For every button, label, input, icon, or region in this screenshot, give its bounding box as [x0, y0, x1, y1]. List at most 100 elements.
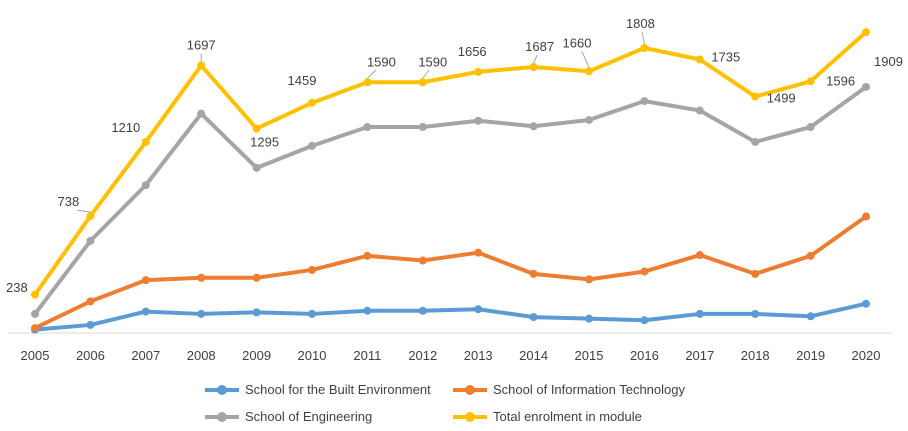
data-point [585, 275, 593, 284]
series-layer [31, 28, 870, 334]
data-point [141, 276, 150, 285]
data-point [806, 123, 815, 132]
x-tick-label: 2013 [464, 348, 493, 363]
x-tick-label: 2011 [353, 348, 381, 363]
data-point [197, 309, 206, 318]
data-label-leader [533, 54, 538, 64]
data-label: 1590 [418, 54, 447, 69]
data-point [529, 313, 538, 322]
data-point [86, 320, 95, 329]
axis-layer: 2005 2006 2007 2008 2009 2010 2011 2012 2013 2014… [8, 332, 892, 363]
data-point [308, 309, 316, 318]
data-point [751, 92, 760, 101]
data-point [141, 181, 150, 190]
x-tick-label: 2005 [21, 348, 50, 363]
series-line [33, 84, 868, 316]
x-tick-label: 2006 [76, 348, 105, 363]
data-label-leader [581, 51, 590, 68]
legend-label-engineering: School of Engineering [245, 409, 373, 424]
x-tick-label: 2019 [796, 348, 825, 363]
data-label-layer: 238 738 1210 1697 1295 1459 1590 1590 1656 1687 16… [6, 16, 903, 295]
legend-label-built-environment: School for the Built Environment [245, 382, 431, 397]
data-point [862, 299, 870, 308]
data-point [751, 137, 760, 146]
legend-item-total-enrolment: Total enrolment in module [453, 409, 642, 424]
line-chart: 2005 2006 2007 2008 2009 2010 2011 2012 2013 2014… [6, 16, 903, 363]
x-tick-label: 2018 [741, 348, 770, 363]
data-point [474, 248, 483, 257]
data-point [529, 122, 538, 131]
data-label: 1210 [111, 120, 140, 135]
data-point [806, 312, 815, 321]
data-point [585, 67, 593, 76]
legend-label-information-technology: School of Information Technology [493, 382, 685, 397]
data-point [862, 212, 870, 221]
data-label: 238 [6, 280, 28, 295]
data-label-leader [641, 31, 645, 45]
data-point [363, 123, 372, 132]
data-point [529, 63, 538, 72]
data-point [640, 97, 649, 106]
data-point [474, 67, 483, 76]
data-point [252, 163, 261, 172]
data-label: 1735 [711, 49, 740, 64]
data-label: 738 [58, 194, 80, 209]
data-point [308, 265, 316, 274]
data-label-leader [422, 69, 430, 79]
data-label: 1660 [563, 35, 592, 50]
data-point [806, 251, 815, 260]
x-tick-label: 2010 [298, 348, 327, 363]
data-point [474, 305, 483, 314]
data-point [197, 109, 206, 118]
data-point [640, 44, 649, 53]
data-point [197, 273, 206, 282]
legend-item-built-environment: School for the Built Environment [205, 382, 431, 397]
data-label: 1909 [874, 54, 903, 69]
legend-swatch-engineering [205, 410, 239, 424]
data-point [141, 137, 150, 146]
data-point [252, 124, 261, 133]
data-label-leader [367, 69, 377, 79]
data-point [695, 251, 704, 260]
data-point [86, 212, 95, 221]
data-point [31, 309, 39, 318]
data-point [308, 98, 316, 107]
data-label: 1459 [288, 73, 317, 88]
legend-item-information-technology: School of Information Technology [453, 382, 685, 397]
legend-item-engineering: School of Engineering [205, 409, 372, 424]
data-point [751, 309, 760, 318]
data-point [695, 55, 704, 64]
data-point [308, 141, 316, 150]
x-tick-label: 2017 [685, 348, 714, 363]
data-point [585, 314, 593, 323]
data-point [862, 28, 870, 37]
data-point [640, 267, 649, 276]
data-point [418, 78, 427, 87]
x-tick-label: 2012 [408, 348, 437, 363]
data-point [529, 269, 538, 278]
chart-legend: School for the Built Environment School … [205, 378, 765, 428]
data-point [862, 82, 870, 91]
data-label: 1687 [525, 39, 554, 54]
data-point [197, 61, 206, 70]
data-point [86, 236, 95, 245]
data-label: 1656 [458, 44, 487, 59]
data-point [640, 316, 649, 325]
data-point [806, 77, 815, 86]
x-tick-label: 2020 [852, 348, 881, 363]
series-line [33, 301, 868, 332]
data-point [363, 306, 372, 315]
data-point [363, 78, 372, 87]
data-point [418, 306, 427, 315]
data-point [86, 297, 95, 306]
x-tick-label: 2009 [242, 348, 271, 363]
data-point [418, 256, 427, 265]
data-point [474, 116, 483, 125]
series-line [33, 214, 868, 331]
x-tick-label: 2015 [575, 348, 604, 363]
data-label: 1295 [250, 135, 279, 150]
legend-swatch-information-technology [453, 383, 487, 397]
series-line [33, 30, 868, 297]
legend-swatch-built-environment [205, 383, 239, 397]
data-label: 1697 [187, 37, 216, 52]
